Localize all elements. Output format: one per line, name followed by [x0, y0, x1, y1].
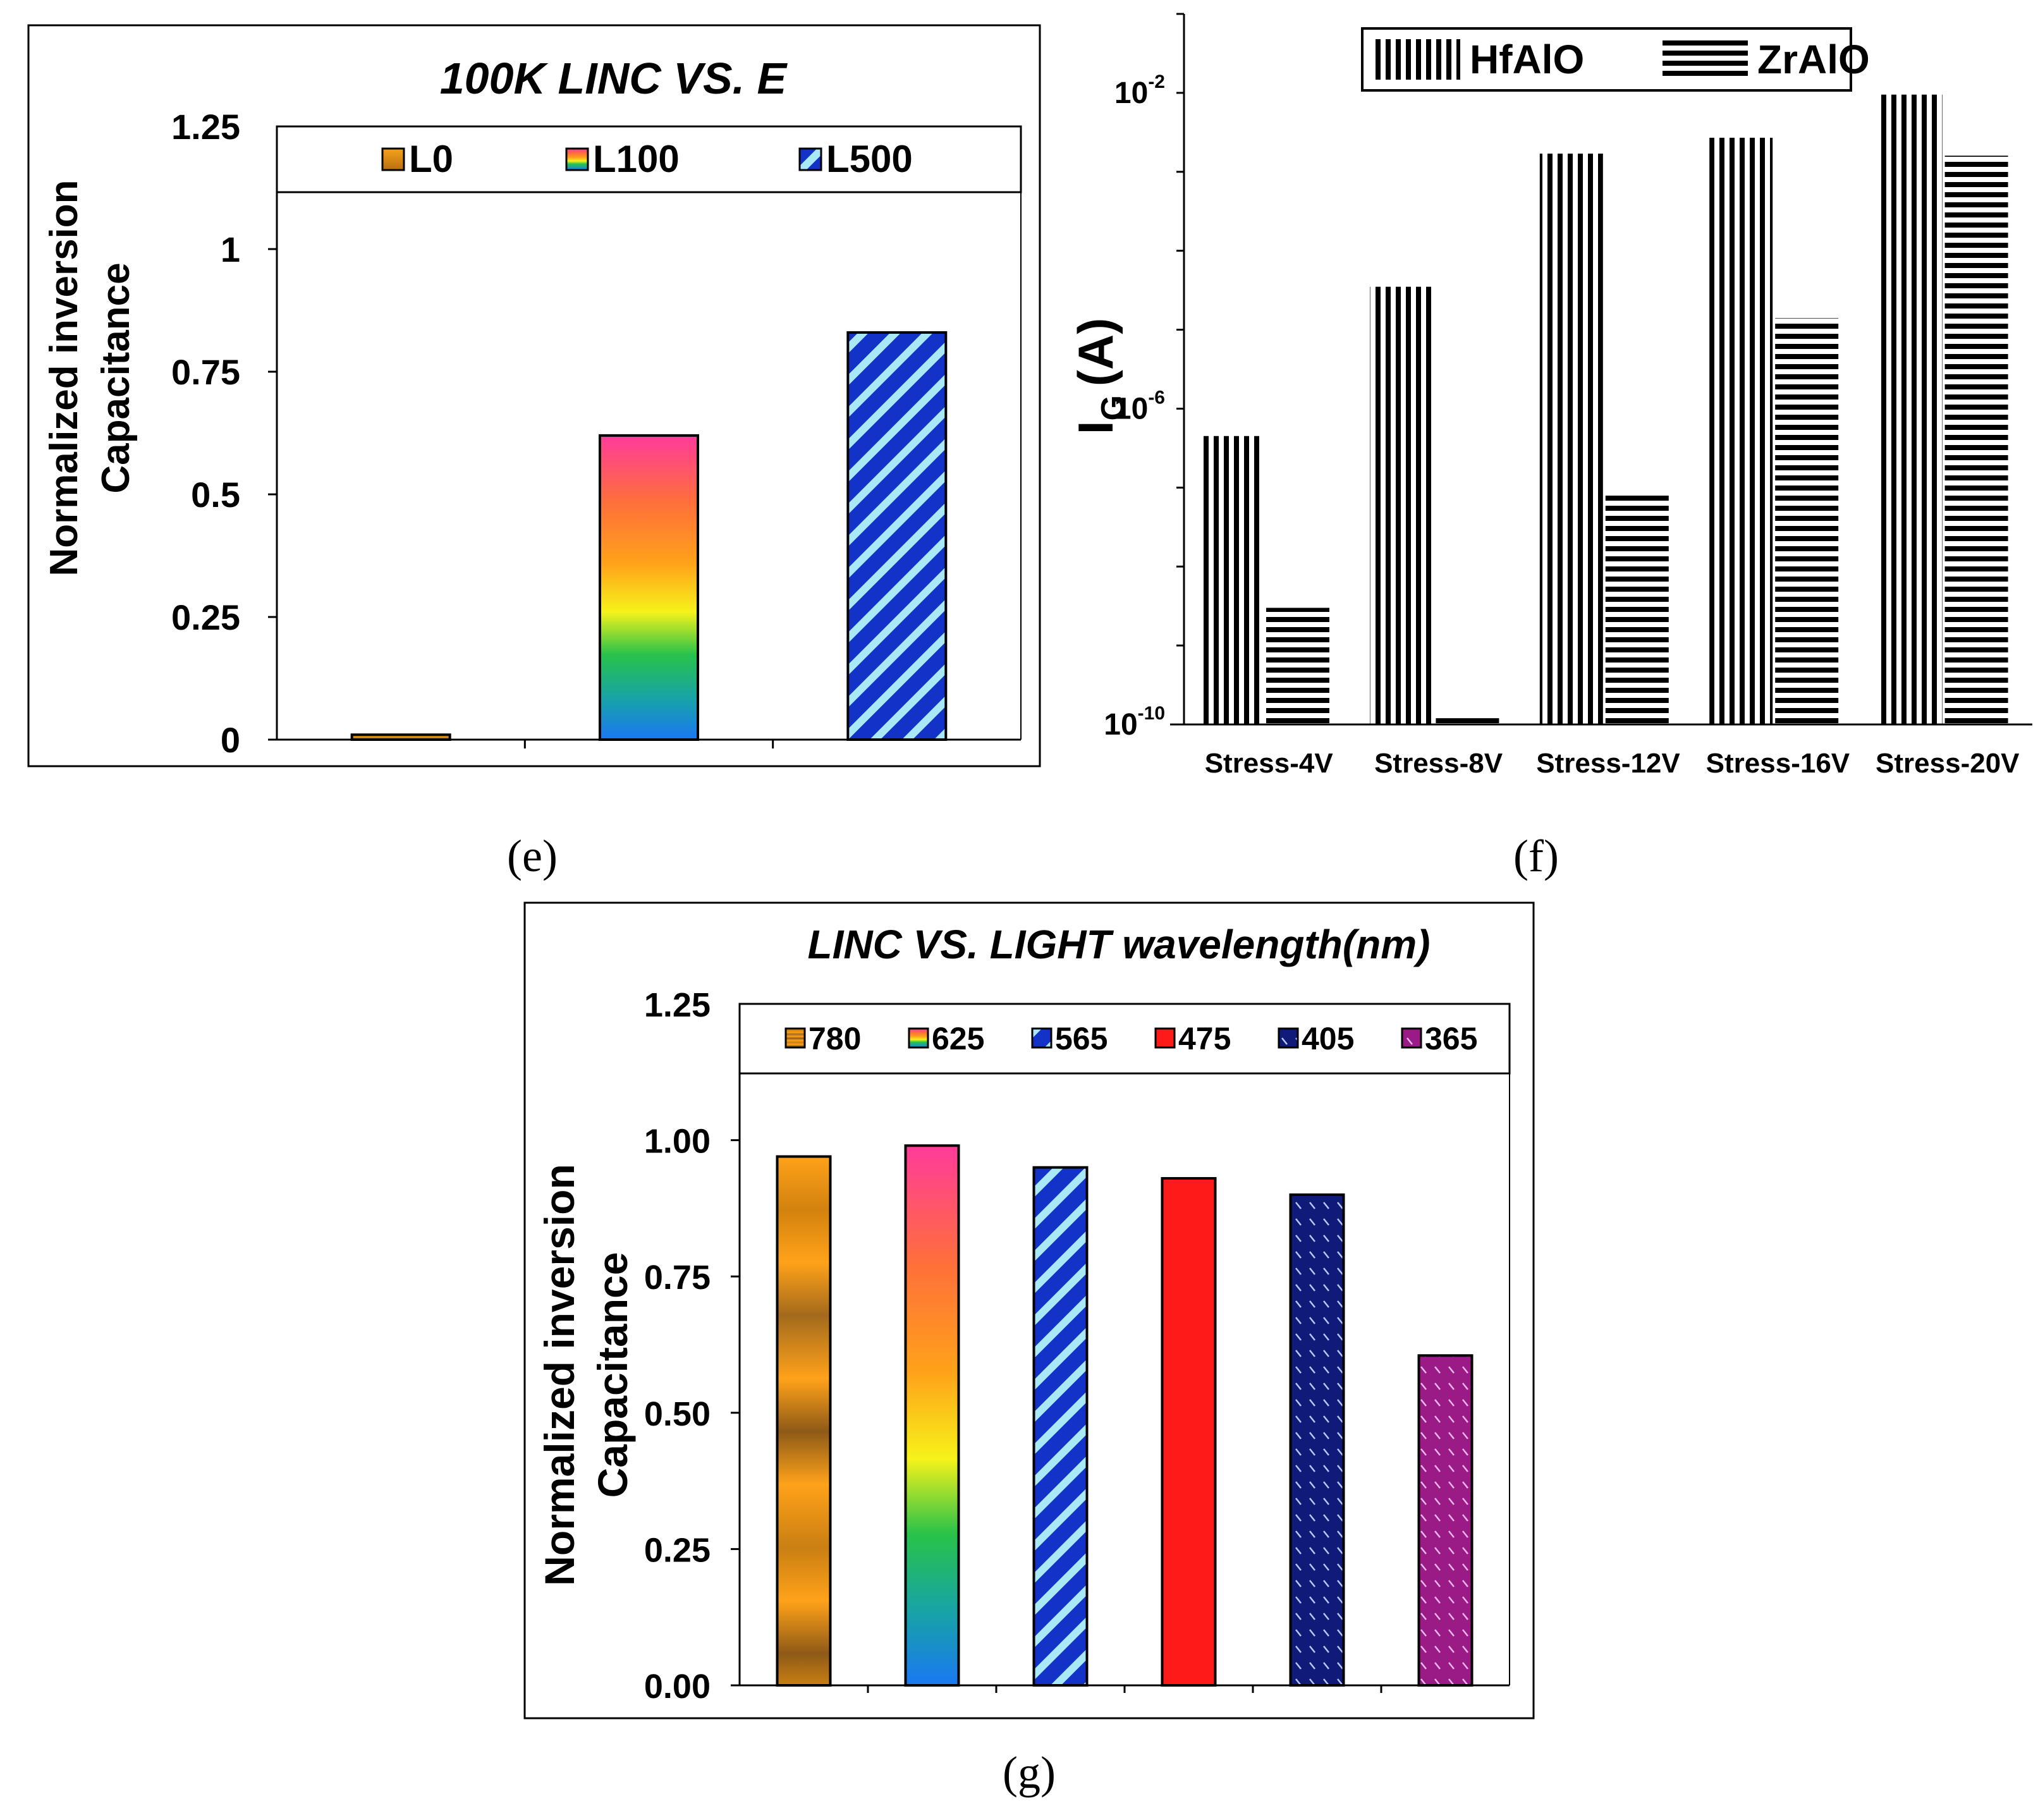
chart-e-ytick-label: 0.75: [171, 352, 240, 392]
chart-f-ylabel-main: I: [1068, 421, 1123, 435]
chart-g-legend-swatch-365: [1401, 1027, 1422, 1049]
chart-g-bar-405: [1289, 1193, 1345, 1687]
chart-f-xlabels: Stress-4V Stress-8V Stress-12V Stress-16V St…: [1205, 748, 2020, 779]
chart-e-axes: [276, 190, 1022, 748]
chart-f-ytick-label: 10-10: [1104, 703, 1165, 742]
chart-g-legend-swatch-565: [1031, 1027, 1053, 1049]
chart-e-legend: L0 L100 L500: [276, 125, 1022, 193]
chart-f-axes: [1170, 13, 2032, 726]
chart-f-bar-hfalo-stress-4v: [1200, 436, 1264, 724]
chart-f-ytick-base: 10: [1114, 392, 1148, 425]
chart-g-legend-swatch-780: [784, 1027, 806, 1049]
chart-e-ytick-label: 0.5: [191, 475, 240, 515]
chart-g-ytick-label: 0.75: [644, 1259, 711, 1297]
chart-g-legend-swatch-625: [908, 1027, 929, 1049]
chart-f-ytick-exp: -6: [1148, 387, 1165, 408]
chart-g-bar-780: [776, 1155, 832, 1687]
chart-f-ytick-label: 10-2: [1114, 71, 1165, 110]
chart-f-bar-zralo-stress-8v: [1436, 718, 1499, 724]
chart-f-caption: (f): [1513, 831, 1559, 881]
chart-f-legend-label-zralo: ZrAlO: [1757, 37, 1870, 82]
chart-e-bar-l500: [846, 331, 948, 741]
chart-g-bar-365: [1417, 1354, 1474, 1687]
chart-f-xtick-label: Stress-4V: [1205, 748, 1334, 779]
chart-f-legend-label-hfalo: HfAlO: [1470, 37, 1584, 82]
chart-f-ytick-base: 10: [1114, 76, 1148, 110]
chart-f-xtick-label: Stress-20V: [1876, 748, 2020, 779]
chart-g-bar-565: [1032, 1166, 1089, 1687]
chart-f-xtick-label: Stress-8V: [1374, 748, 1503, 779]
chart-f-ylabel-sub: G: [1095, 395, 1132, 420]
chart-f-ylabel-unit: (A): [1068, 318, 1123, 386]
chart-f-bar-hfalo-stress-12v: [1539, 153, 1603, 725]
chart-e-ytick-label: 0: [221, 720, 240, 760]
chart-f-legend-swatch-hfalo: [1375, 39, 1460, 80]
chart-f-legend-swatch-zralo: [1663, 39, 1748, 80]
chart-e-legend-label-l500: L500: [826, 138, 913, 180]
chart-g-bars: [776, 1144, 1474, 1687]
chart-g-ylabel-line2: Capacitance: [589, 1252, 636, 1498]
chart-f-ytick-exp: -10: [1138, 703, 1165, 724]
chart-f-xtick-label: Stress-16V: [1706, 748, 1850, 779]
chart-e-ylabel-line2: Capacitance: [94, 262, 138, 493]
chart-g-legend-box: [738, 1003, 1511, 1075]
chart-f-bar-zralo-stress-12v: [1605, 493, 1669, 724]
chart-g-caption: (g): [1003, 1747, 1056, 1798]
svg-text:IG(A): IG (A): [1068, 318, 1132, 434]
chart-g-legend-label-405: 405: [1302, 1021, 1354, 1056]
chart-g-legend-swatch-405: [1278, 1027, 1299, 1049]
chart-f-bar-zralo-stress-16v: [1775, 318, 1839, 724]
chart-e: 100K LINC VS. E Normalized inversion Cap…: [27, 24, 1041, 881]
chart-f-ytick-exp: -2: [1148, 71, 1165, 92]
chart-g-ytick-label: 0.25: [644, 1531, 711, 1569]
chart-e-bar-l100: [599, 434, 699, 741]
chart-g-legend: 780 625 565 475 405 365: [738, 1003, 1511, 1075]
chart-e-legend-swatch-l500: [798, 147, 822, 171]
chart-g-axes: [738, 1004, 1510, 1693]
chart-g-legend-label-565: 565: [1055, 1021, 1107, 1056]
chart-f-ytick-label: 10-6: [1114, 387, 1165, 425]
chart-g-legend-label-780: 780: [808, 1021, 861, 1056]
chart-g-bar-475: [1161, 1176, 1217, 1687]
chart-g: LINC VS. LIGHT wavelength(nm) Normalized…: [523, 901, 1535, 1798]
chart-g-legend-swatch-475: [1154, 1027, 1176, 1049]
chart-g-title: LINC VS. LIGHT wavelength(nm): [808, 922, 1431, 967]
chart-g-ytick-label: 1.25: [644, 986, 711, 1024]
chart-e-legend-swatch-l0: [381, 147, 405, 171]
chart-e-caption: (e): [507, 831, 558, 881]
chart-g-ylabel-line1: Normalized inversion: [536, 1164, 583, 1586]
chart-g-legend-label-475: 475: [1178, 1021, 1231, 1056]
chart-f-bar-hfalo-stress-8v: [1370, 286, 1434, 724]
chart-f-bar-hfalo-stress-16v: [1709, 137, 1773, 724]
chart-f-ylabel: IG (A): [1068, 318, 1132, 434]
chart-g-ytick-label: 1.00: [644, 1123, 711, 1161]
chart-e-ytick-label: 0.25: [171, 597, 240, 637]
chart-e-yticks: 0 0.25 0.5 0.75 1 1.25: [171, 107, 277, 760]
chart-e-legend-swatch-l100: [565, 147, 589, 171]
chart-f-bar-zralo-stress-20v: [1944, 156, 2008, 724]
chart-e-legend-label-l0: L0: [409, 138, 453, 180]
chart-f-bar-hfalo-stress-20v: [1879, 94, 1943, 724]
chart-g-ytick-label: 0.50: [644, 1395, 711, 1433]
chart-g-legend-label-365: 365: [1425, 1021, 1477, 1056]
chart-f-bars: [1200, 94, 2008, 725]
chart-e-bars: [350, 331, 948, 741]
chart-f-bar-zralo-stress-4v: [1266, 608, 1329, 724]
chart-e-title: 100K LINC VS. E: [440, 54, 788, 103]
chart-e-legend-label-l100: L100: [593, 138, 680, 180]
chart-e-ytick-label: 1.25: [171, 107, 240, 147]
chart-g-legend-label-625: 625: [932, 1021, 984, 1056]
chart-g-bar-625: [904, 1144, 960, 1687]
chart-e-ylabel-line1: Normalized inversion: [42, 180, 86, 576]
chart-f-xtick-label: Stress-12V: [1536, 748, 1680, 779]
chart-f-legend: HfAlO ZrAlO: [1361, 27, 1870, 92]
chart-e-ytick-label: 1: [221, 229, 240, 269]
chart-g-yticks: 0.00 0.25 0.50 0.75 1.00 1.25: [644, 986, 740, 1706]
chart-f-ytick-base: 10: [1104, 708, 1137, 742]
chart-g-ytick-label: 0.00: [644, 1668, 711, 1706]
